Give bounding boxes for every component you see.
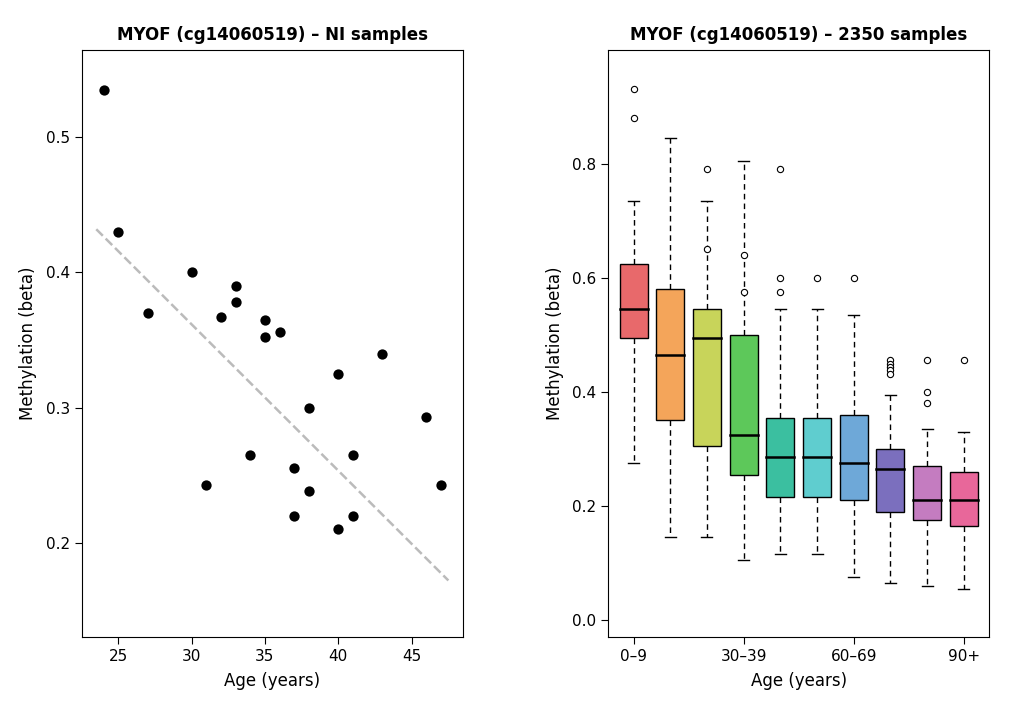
Bar xyxy=(692,309,720,446)
Point xyxy=(257,314,273,326)
Y-axis label: Methylation (beta): Methylation (beta) xyxy=(545,267,564,420)
Point xyxy=(344,510,361,521)
Bar xyxy=(729,335,757,474)
Point xyxy=(227,297,244,308)
Point xyxy=(198,479,214,490)
Bar xyxy=(912,466,941,520)
Y-axis label: Methylation (beta): Methylation (beta) xyxy=(19,267,37,420)
Point xyxy=(432,479,448,490)
Bar xyxy=(656,289,684,421)
Point xyxy=(330,368,346,379)
Point xyxy=(257,331,273,343)
Point xyxy=(344,449,361,460)
Point xyxy=(110,227,126,238)
Point xyxy=(183,267,200,278)
Bar xyxy=(620,263,647,338)
X-axis label: Age (years): Age (years) xyxy=(750,673,846,690)
Point xyxy=(286,462,303,474)
Point xyxy=(286,510,303,521)
Point xyxy=(374,348,390,359)
Bar xyxy=(802,418,830,498)
Point xyxy=(96,84,112,96)
Point xyxy=(271,326,287,338)
X-axis label: Age (years): Age (years) xyxy=(224,673,320,690)
Title: MYOF (cg14060519) – NI samples: MYOF (cg14060519) – NI samples xyxy=(117,25,427,44)
Point xyxy=(301,402,317,413)
Point xyxy=(418,411,434,423)
Bar xyxy=(839,415,867,501)
Bar xyxy=(875,449,904,512)
Point xyxy=(227,280,244,292)
Bar xyxy=(949,472,976,526)
Bar xyxy=(765,418,794,498)
Point xyxy=(213,312,229,323)
Title: MYOF (cg14060519) – 2350 samples: MYOF (cg14060519) – 2350 samples xyxy=(630,25,966,44)
Point xyxy=(301,486,317,497)
Point xyxy=(242,449,258,460)
Point xyxy=(140,307,156,319)
Point xyxy=(330,523,346,535)
